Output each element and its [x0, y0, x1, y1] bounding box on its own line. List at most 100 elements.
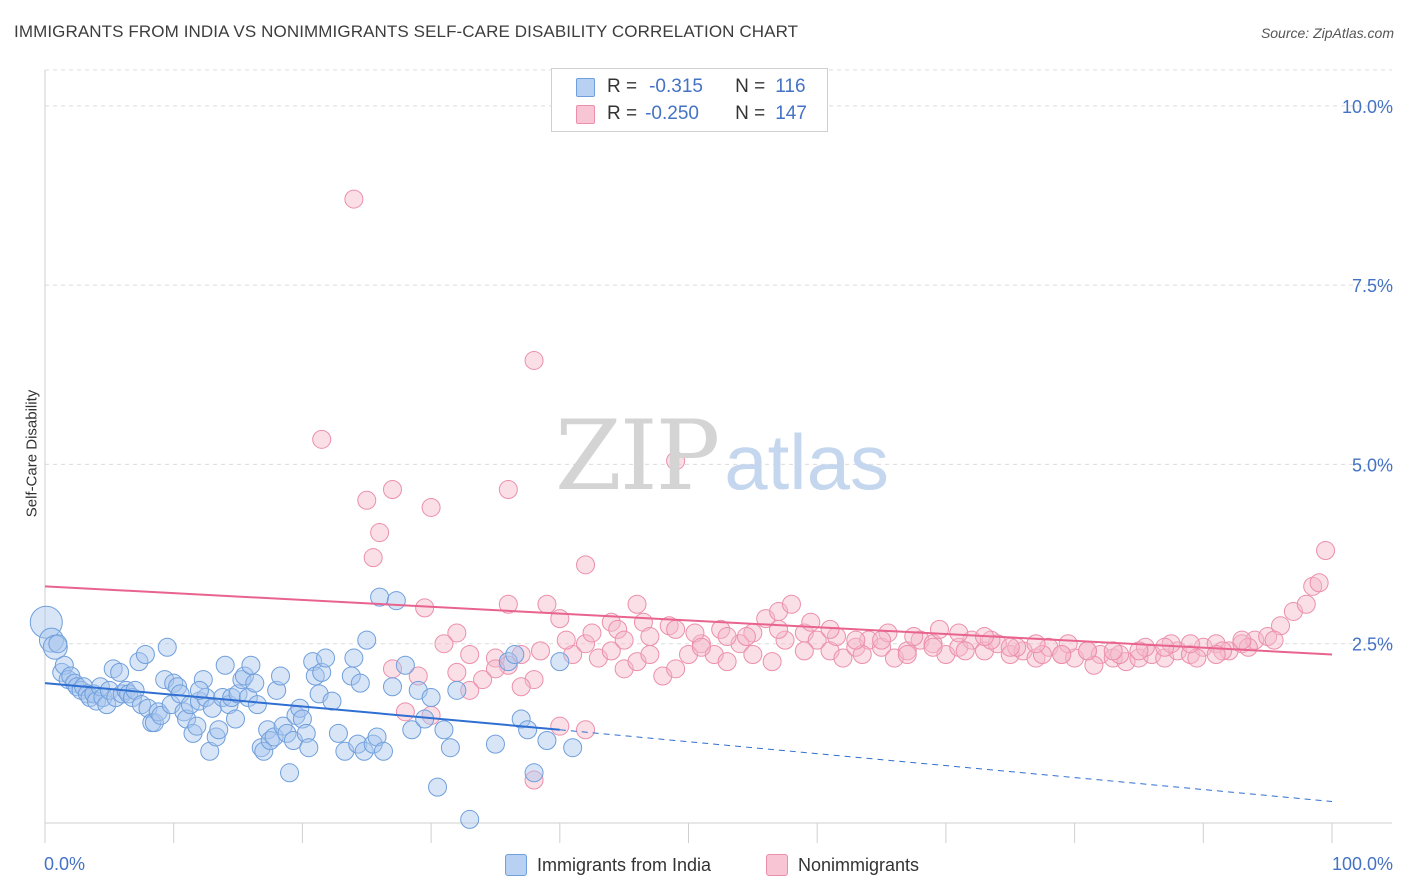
nonimmigrants-point: [614, 630, 634, 650]
nonimmigrants-point: [460, 680, 480, 700]
nonimmigrants-point: [846, 630, 866, 650]
nonimmigrants-point: [524, 350, 544, 370]
india-point: [29, 605, 63, 639]
chart-title: IMMIGRANTS FROM INDIA VS NONIMMIGRANTS S…: [14, 22, 799, 41]
india-trend-line: [44, 682, 560, 731]
india-point: [241, 655, 261, 675]
nonimmigrants-point: [357, 490, 377, 510]
india-point: [434, 720, 454, 740]
nonimmigrants-point: [640, 627, 660, 647]
x-tick-label: 100.0%: [1332, 854, 1393, 874]
india-point: [144, 713, 164, 733]
bottom-legend-label: Immigrants from India: [537, 854, 712, 875]
india-point: [234, 666, 254, 686]
y-tick-label: 7.5%: [1352, 276, 1393, 296]
nonimmigrants-point: [1129, 641, 1149, 661]
india-point: [296, 723, 316, 743]
india-point: [382, 677, 402, 697]
nonimmigrants-point: [447, 623, 467, 643]
india-point: [421, 688, 441, 707]
nonimmigrants-point: [312, 429, 332, 449]
nonimmigrants-point: [1129, 648, 1149, 668]
nonimmigrants-point: [666, 659, 686, 679]
india-point: [460, 809, 480, 829]
nonimmigrants-point: [530, 641, 550, 661]
bottom-legend-nonimmigrants: Nonimmigrants: [766, 852, 919, 878]
india-point: [200, 741, 220, 761]
nonimmigrants-point: [511, 677, 531, 697]
india-point: [350, 673, 370, 693]
nonimmigrants-point: [1187, 648, 1207, 668]
nonimmigrants-point: [1032, 644, 1052, 664]
india-point: [518, 720, 538, 740]
nonimmigrants-point: [627, 594, 647, 614]
nonimmigrants-point: [1103, 648, 1123, 668]
nonimmigrants-points: [312, 189, 1336, 790]
india-point: [316, 648, 336, 668]
nonimmigrants-point: [904, 627, 924, 647]
y-tick-label: 10.0%: [1342, 97, 1393, 117]
legend-r-value: -0.250: [645, 103, 699, 124]
india-point: [505, 644, 525, 664]
india-point: [357, 630, 377, 650]
nonimmigrants-point: [833, 648, 853, 668]
india-point: [177, 709, 197, 729]
india-point: [260, 731, 280, 751]
india-point: [86, 691, 106, 711]
india-point: [280, 763, 300, 783]
india-point: [132, 695, 152, 715]
nonimmigrants-point: [498, 480, 518, 500]
india-point: [563, 738, 583, 758]
india-point: [110, 662, 130, 682]
nonimmigrants-point: [1116, 652, 1136, 672]
legend-row-india: R = -0.315 N = 116: [576, 74, 806, 100]
x-tick-labels: 0.0% 100.0%: [44, 854, 1393, 874]
india-point: [292, 709, 312, 729]
india-point: [498, 652, 518, 672]
trend-lines: [44, 585, 1333, 802]
india-point: [511, 709, 531, 729]
india-point: [537, 731, 557, 751]
nonimmigrants-point: [762, 652, 782, 672]
legend-r-value: -0.315: [649, 76, 703, 97]
nonimmigrants-point: [576, 555, 596, 575]
india-point: [206, 727, 226, 747]
nonimmigrants-point: [1271, 616, 1291, 636]
nonimmigrants-point: [923, 637, 943, 657]
nonimmigrants-point: [1258, 627, 1278, 647]
nonimmigrants-point: [473, 670, 493, 690]
nonimmigrants-point: [1090, 644, 1110, 664]
india-point: [135, 644, 155, 664]
india-point: [247, 695, 267, 715]
india-point: [402, 720, 422, 740]
legend-n-value: 116: [775, 76, 806, 97]
india-point: [312, 662, 332, 682]
nonimmigrants-point: [1110, 644, 1130, 664]
nonimmigrants-point: [1245, 630, 1265, 650]
nonimmigrants-point: [363, 548, 383, 568]
bottom-swatch-blue: [505, 854, 527, 876]
india-point: [174, 702, 194, 722]
india-point: [277, 723, 297, 743]
nonimmigrants-point: [1026, 648, 1046, 668]
india-point: [222, 688, 242, 707]
nonimmigrants-point: [601, 641, 621, 661]
india-point: [550, 652, 570, 672]
grid-lines: [45, 69, 1392, 645]
india-point: [348, 734, 368, 754]
legend-n-label: N =: [735, 76, 766, 97]
india-points: [29, 587, 583, 829]
nonimmigrants-point: [640, 644, 660, 664]
india-point: [305, 666, 325, 686]
nonimmigrants-point: [872, 630, 892, 650]
nonimmigrants-point: [498, 594, 518, 614]
nonimmigrants-point: [794, 641, 814, 661]
india-trend-extension: [559, 729, 1333, 802]
india-point: [370, 587, 390, 607]
nonimmigrants-point: [1161, 634, 1181, 654]
nonimmigrants-point: [872, 637, 892, 657]
x-tick-label: 0.0%: [44, 854, 85, 874]
nonimmigrants-point: [1084, 655, 1104, 675]
nonimmigrants-point: [769, 619, 789, 639]
nonimmigrants-point: [460, 644, 480, 664]
